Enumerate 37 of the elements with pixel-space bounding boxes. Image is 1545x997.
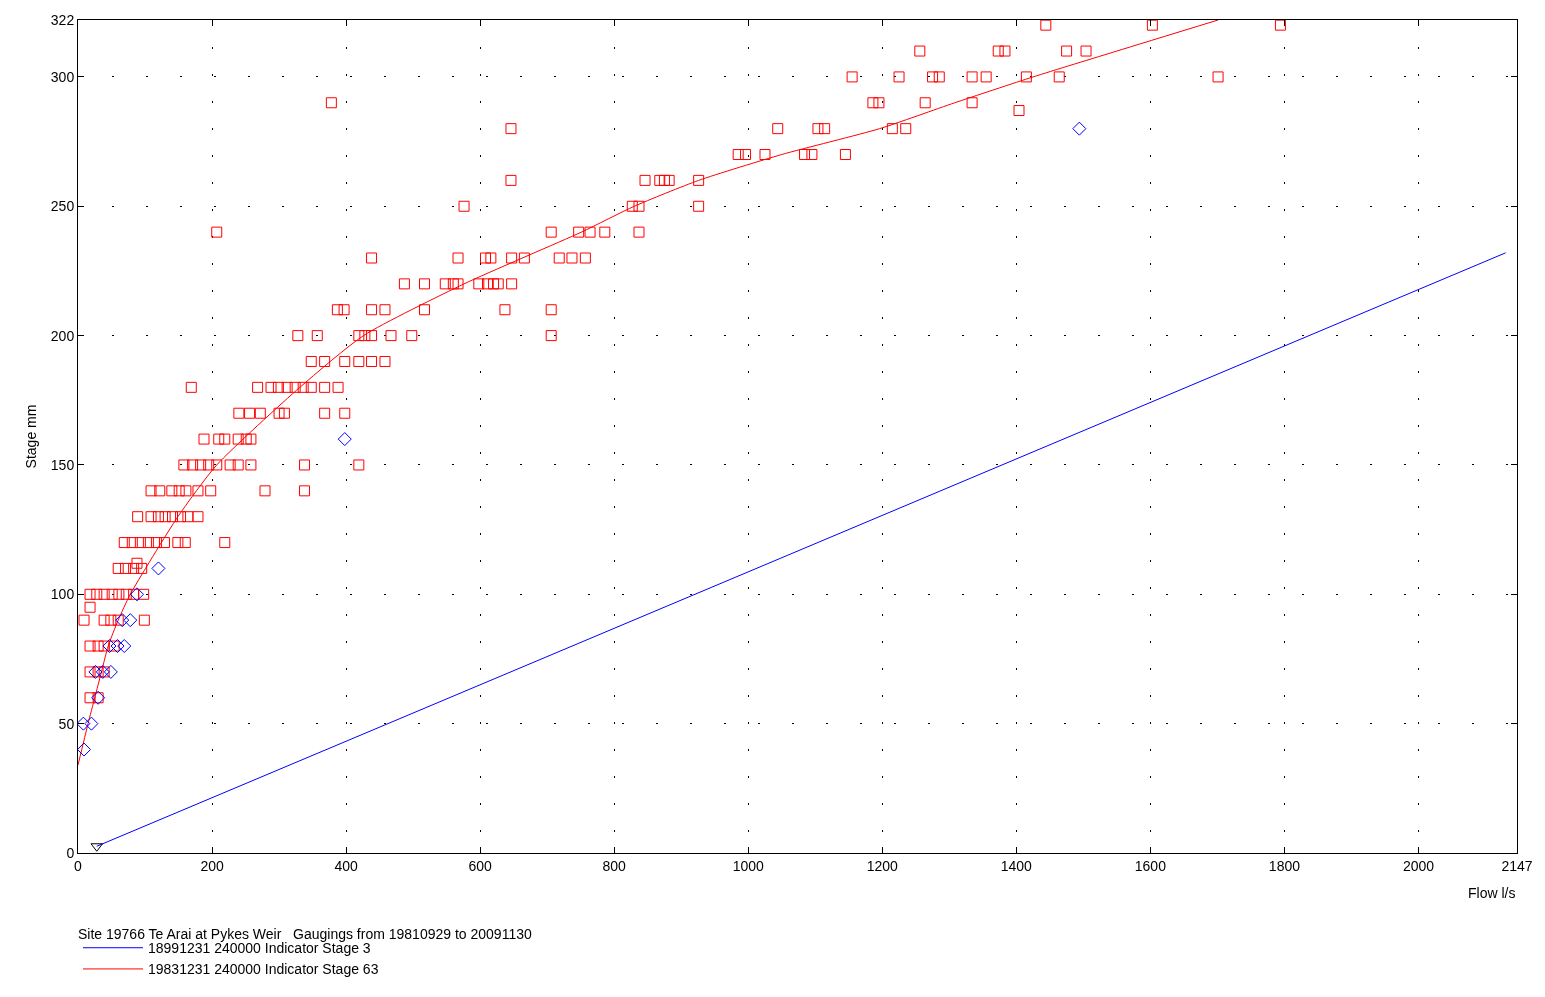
x-tick-label: 1400 bbox=[1000, 857, 1033, 874]
point bbox=[129, 587, 144, 602]
x-tick-label: 400 bbox=[334, 857, 358, 874]
point bbox=[337, 432, 352, 447]
legend-label: 19831231 240000 Indicator Stage 63 bbox=[148, 961, 379, 978]
point bbox=[78, 716, 91, 731]
point bbox=[103, 664, 118, 679]
x-tick-label: 2000 bbox=[1402, 857, 1435, 874]
point bbox=[151, 561, 166, 576]
y-tick-label: 0 bbox=[66, 844, 75, 861]
y-tick-label: 200 bbox=[50, 327, 75, 344]
x-tick-label: 200 bbox=[200, 857, 224, 874]
point bbox=[123, 613, 138, 628]
x-tick-label: 1800 bbox=[1268, 857, 1301, 874]
y-axis-title: Stage mm bbox=[23, 404, 40, 469]
y-tick-label: 322 bbox=[50, 11, 75, 28]
point bbox=[117, 639, 132, 654]
y-tick-label: 50 bbox=[58, 715, 75, 732]
text: Site 19766 Te Arai at Pykes Weir Gaugings from 19810929 to 20091130 bbox=[78, 926, 532, 942]
y-tick-label: 100 bbox=[50, 586, 75, 603]
x-tick-label: 2147 bbox=[1501, 857, 1533, 874]
x-tick-label: 1600 bbox=[1134, 857, 1167, 874]
y-tick-label: 150 bbox=[50, 456, 75, 473]
y-tick-label: 250 bbox=[50, 198, 75, 215]
x-tick-label: 600 bbox=[468, 857, 493, 874]
y-tick-label: 300 bbox=[50, 68, 75, 85]
point bbox=[102, 639, 117, 654]
point bbox=[88, 664, 103, 679]
x-tick-label: 1000 bbox=[732, 857, 765, 874]
x-axis-title: Flow l/s bbox=[1468, 885, 1516, 901]
point bbox=[84, 716, 99, 731]
point bbox=[110, 639, 125, 654]
x-tick-label: 800 bbox=[602, 857, 627, 874]
point bbox=[78, 742, 92, 757]
point bbox=[115, 613, 130, 628]
point bbox=[1072, 121, 1087, 136]
x-tick-label: 1200 bbox=[866, 857, 899, 874]
